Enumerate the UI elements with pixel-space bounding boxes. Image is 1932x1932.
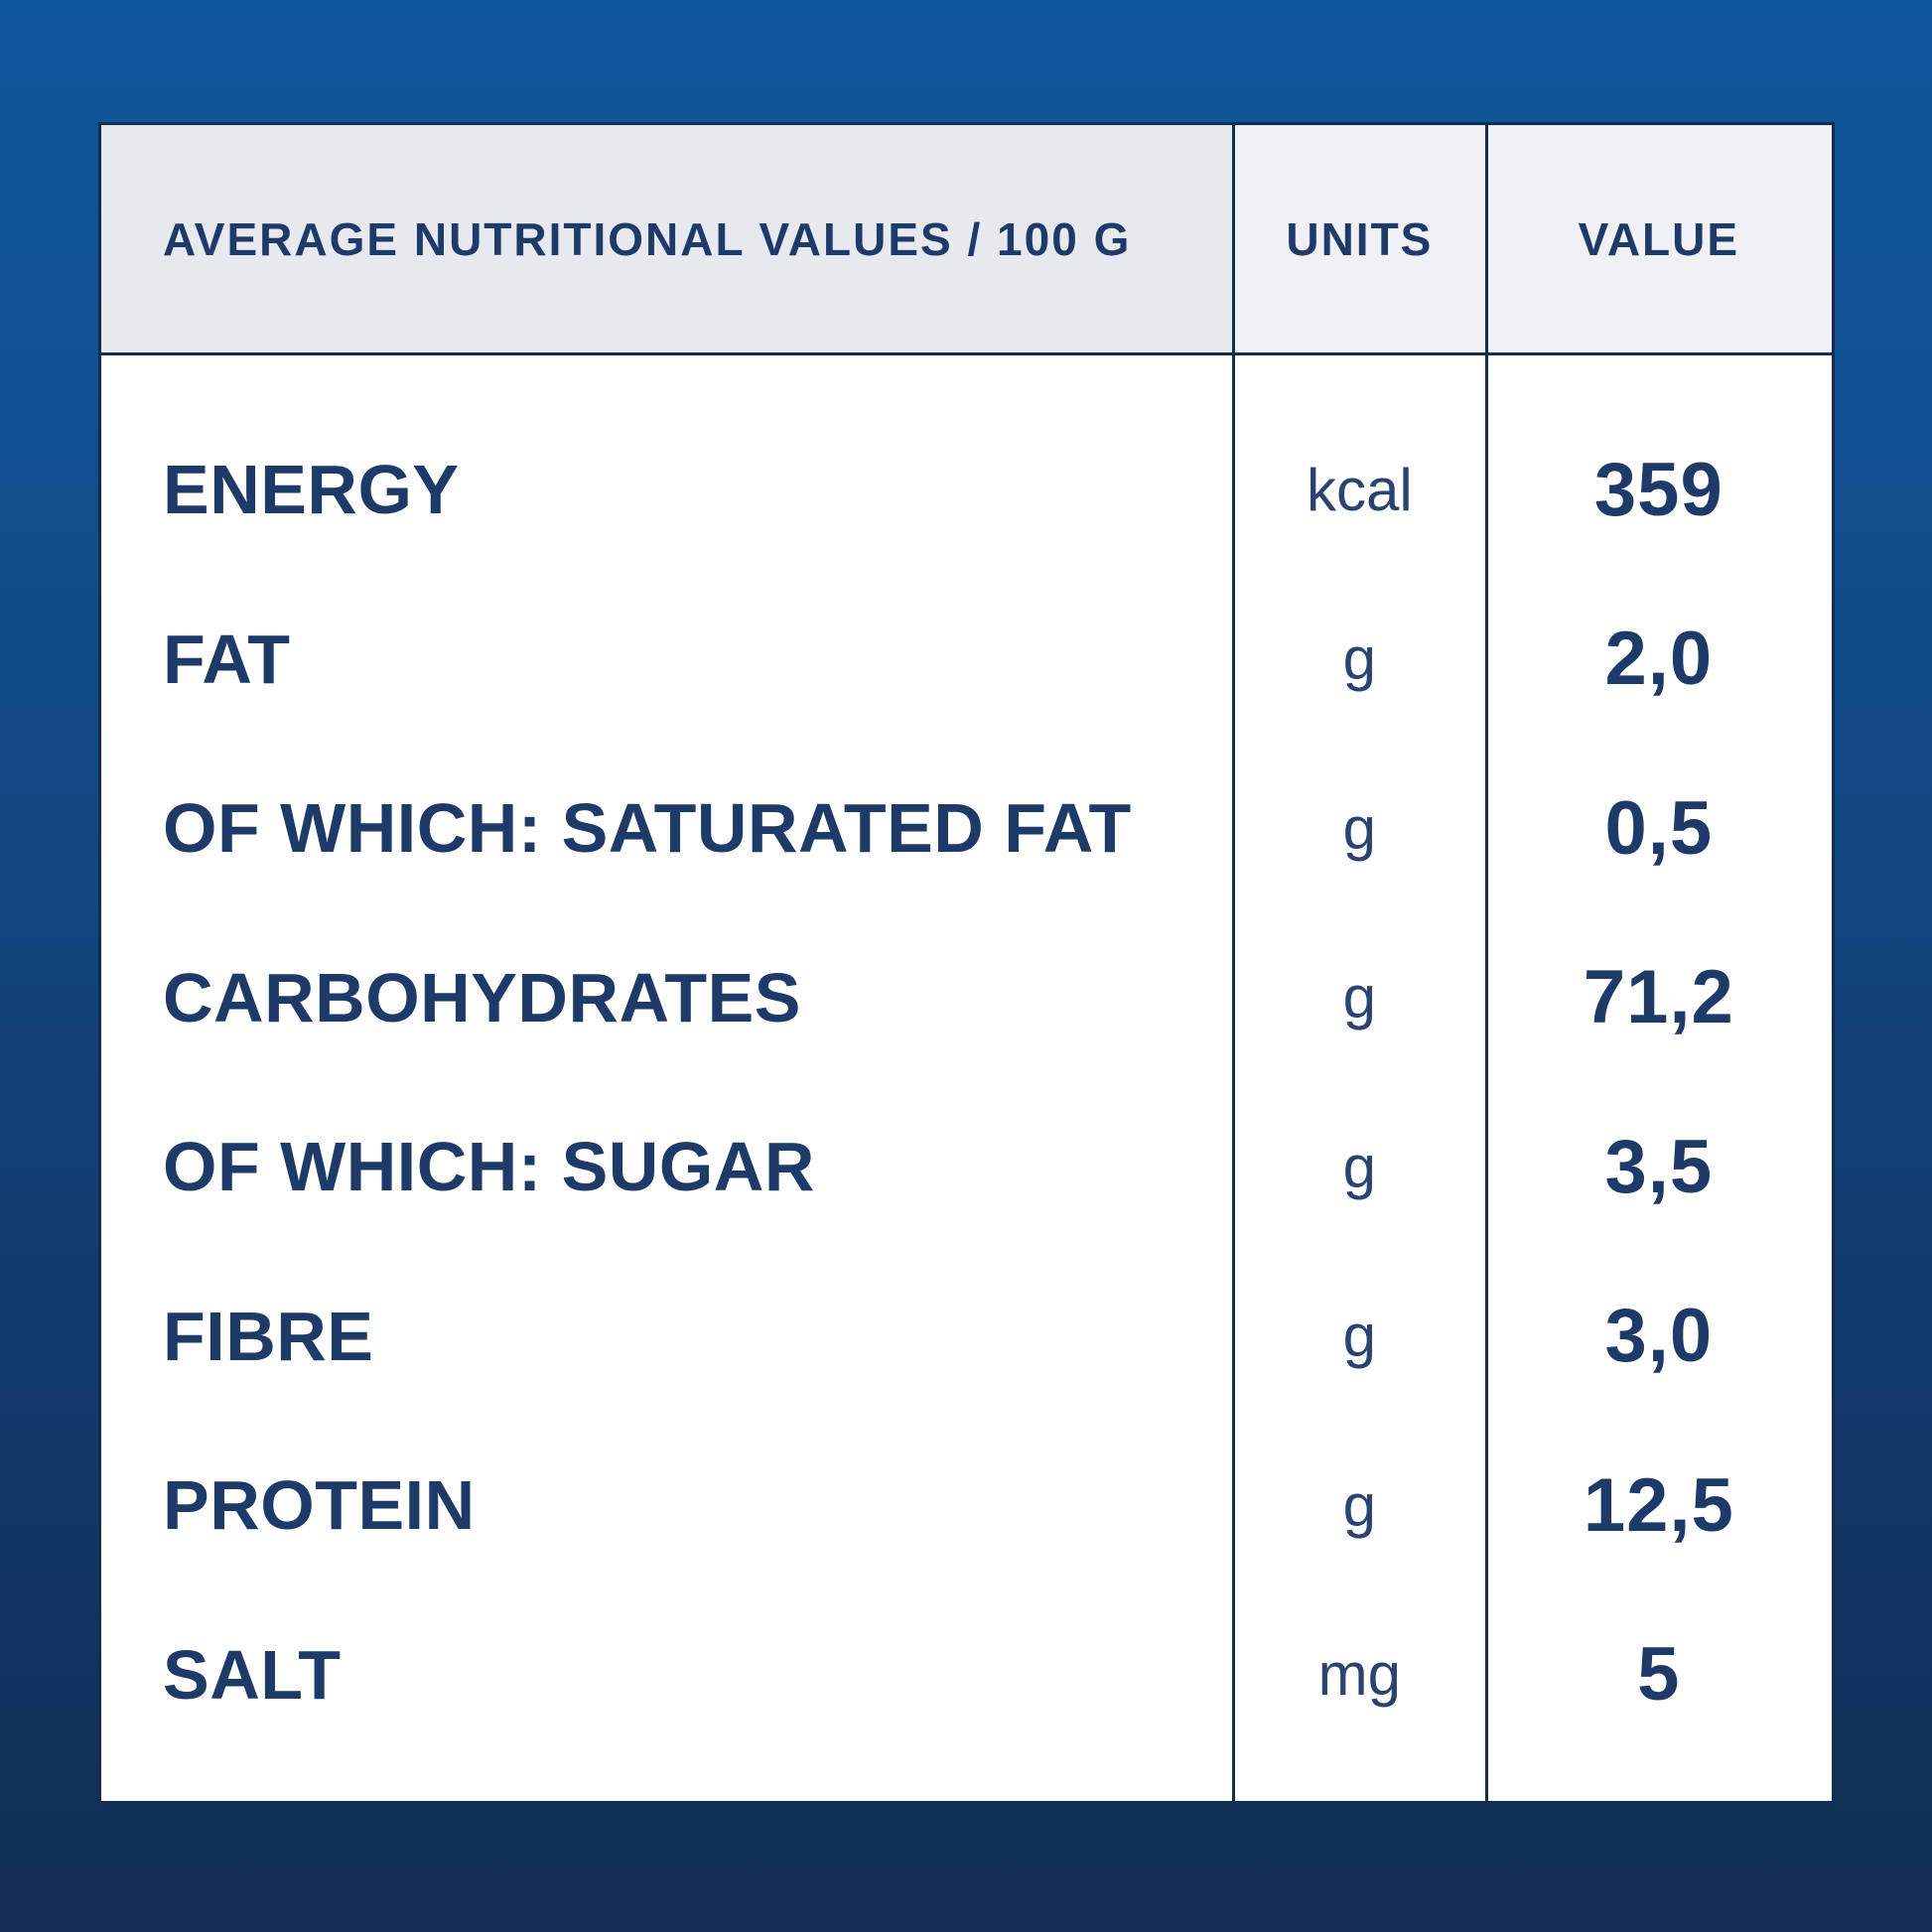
row-value: 0,5 (1604, 785, 1714, 871)
row-label: FAT (163, 620, 291, 698)
header-category: AVERAGE NUTRITIONAL VALUES / 100 G (101, 125, 1234, 352)
row-value: 2,0 (1604, 617, 1714, 702)
row-value: 5 (1637, 1632, 1681, 1718)
table-body: ENERGY kcal 359 FAT g 2,0 OF WHICH: SATU… (101, 355, 1832, 1801)
row-unit: g (1342, 794, 1377, 862)
row-label: SALT (163, 1635, 342, 1714)
table-row-fibre: FIBRE g 3,0 (101, 1252, 1832, 1422)
table-header-row: AVERAGE NUTRITIONAL VALUES / 100 G UNITS… (101, 125, 1832, 355)
row-unit: kcal (1307, 456, 1413, 523)
row-value: 12,5 (1583, 1462, 1734, 1548)
row-label: CARBOHYDRATES (163, 958, 801, 1036)
row-label: PROTEIN (163, 1466, 476, 1545)
header-value: VALUE (1485, 125, 1832, 352)
table-row-protein: PROTEIN g 12,5 (101, 1421, 1832, 1590)
column-divider-value (1485, 125, 1488, 1801)
column-divider-units (1232, 125, 1235, 1801)
row-value: 3,0 (1604, 1294, 1714, 1379)
row-unit: g (1342, 964, 1377, 1032)
row-unit: mg (1317, 1641, 1402, 1709)
row-unit: g (1342, 1303, 1377, 1370)
row-unit: g (1342, 1471, 1377, 1539)
header-units: UNITS (1233, 125, 1486, 352)
table-row-energy: ENERGY kcal 359 (101, 405, 1832, 575)
row-unit: g (1342, 1133, 1377, 1200)
table-row-carbohydrates: CARBOHYDRATES g 71,2 (101, 913, 1832, 1083)
table-row-salt: SALT mg 5 (101, 1590, 1832, 1760)
table-row-sugar: OF WHICH: SUGAR g 3,5 (101, 1082, 1832, 1252)
row-unit: g (1342, 625, 1377, 693)
row-value: 3,5 (1604, 1124, 1714, 1209)
nutrition-table: AVERAGE NUTRITIONAL VALUES / 100 G UNITS… (98, 122, 1835, 1804)
table-row-saturated-fat: OF WHICH: SATURATED FAT g 0,5 (101, 744, 1832, 913)
row-label: FIBRE (163, 1297, 374, 1375)
row-value: 71,2 (1583, 955, 1734, 1040)
row-value: 359 (1593, 447, 1724, 532)
row-label: OF WHICH: SATURATED FAT (163, 789, 1132, 868)
row-label: ENERGY (163, 451, 460, 529)
row-label: OF WHICH: SUGAR (163, 1128, 815, 1206)
table-row-fat: FAT g 2,0 (101, 575, 1832, 745)
